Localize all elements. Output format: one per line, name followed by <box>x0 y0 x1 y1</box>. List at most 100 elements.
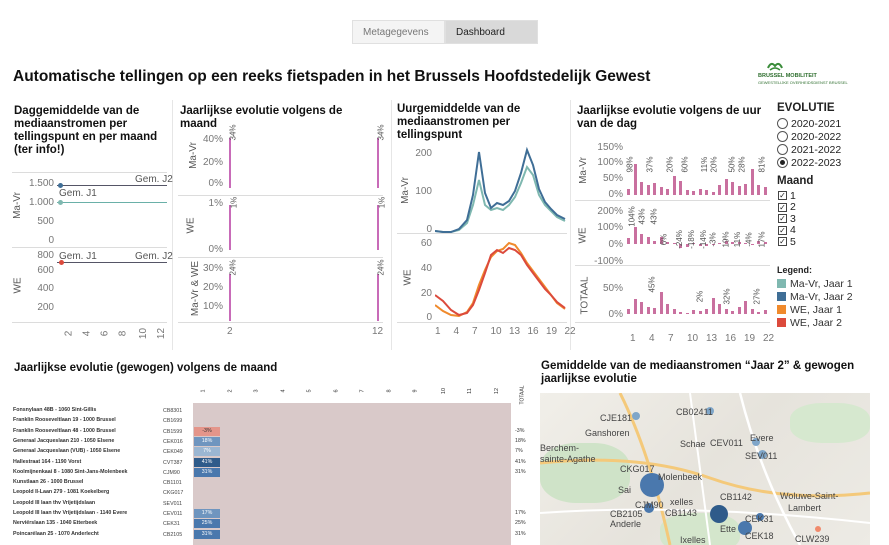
map-place-label: Ganshoren <box>585 428 630 438</box>
p4-tick: 100% <box>597 157 623 168</box>
p4-bar-totaal <box>705 309 708 314</box>
p4-label: -18% <box>686 230 696 249</box>
map-place-label: CKG017 <box>620 464 655 474</box>
p4-bar-totaal <box>653 308 656 314</box>
legend-item: WE, Jaar 1 <box>777 303 853 316</box>
table-total: 18% <box>515 437 526 444</box>
p4-xtick: 1 <box>630 333 636 344</box>
map-place-label: CEK18 <box>745 531 774 541</box>
evolutie-option[interactable]: 2020-2021 <box>777 117 841 130</box>
p4-bar-we <box>757 241 760 244</box>
p4-label: 27% <box>752 288 762 305</box>
map-point[interactable] <box>738 521 752 535</box>
p3-xtick: 4 <box>453 326 460 337</box>
p4-bar-totaal <box>731 311 734 314</box>
map-point[interactable] <box>756 513 764 521</box>
table-row-name: Franklin Rooseveltlaan 48 - 1000 Brussel <box>13 427 116 434</box>
p4-label: -3% <box>708 232 718 247</box>
p4-tick: 0% <box>608 309 623 320</box>
p3-xtick: 22 <box>564 326 576 337</box>
p4-bar-mavr <box>737 186 741 195</box>
map-point[interactable] <box>632 412 640 420</box>
tab-dashboard[interactable]: Dashboard <box>445 20 538 44</box>
map-place-label: Berchem- <box>540 443 580 453</box>
p2-tick: 20% <box>202 157 223 168</box>
table-row-code: CEK31 <box>163 521 180 528</box>
p4-bar-totaal <box>692 310 695 314</box>
legend-label: WE, Jaar 1 <box>790 303 842 316</box>
map-place-label: CB1142 <box>720 492 752 502</box>
p1-xtick: 4 <box>81 330 93 337</box>
month-header: 9 <box>412 389 419 393</box>
p3-tick: 200 <box>415 148 432 159</box>
map-point[interactable] <box>815 526 821 532</box>
table-row-name: Hallestraat 164 - 1190 Vorst <box>13 458 82 465</box>
p4-bar-totaal <box>672 309 676 314</box>
p4-tick: 100% <box>597 222 623 233</box>
panel1-row-mavr: Ma-Vr <box>11 192 23 219</box>
p4-bar-mavr <box>711 191 715 195</box>
p2-tick: 0% <box>208 244 223 255</box>
evolutie-option[interactable]: 2020-2022 <box>777 130 841 143</box>
maand-option[interactable]: ✓ 4 <box>778 224 796 236</box>
p4-bar-mavr <box>672 175 676 195</box>
table-total: -3% <box>515 427 525 434</box>
p4-label: -14% <box>698 230 708 249</box>
maand-option[interactable]: ✓ 5 <box>778 236 796 248</box>
p1-tick: 500 <box>37 216 54 227</box>
map[interactable]: CJE181 Ganshoren CB02411 Berchem-sainte-Aga… <box>540 393 870 545</box>
map-place-label: Sai <box>618 485 632 495</box>
table-row-code: CB1101 <box>163 480 182 487</box>
map-point[interactable] <box>752 438 760 446</box>
p4-bar-we <box>711 244 715 245</box>
table-row-code: CEK049 <box>163 449 183 456</box>
evolutie-option[interactable]: 2022-2023 <box>777 156 841 169</box>
p4-label: 43% <box>637 208 647 225</box>
p2-label: 24% <box>228 259 238 276</box>
table-row-name: Fonsnylaan 48B - 1060 Sint-Gillis <box>13 407 97 413</box>
p3-xtick: 16 <box>527 326 539 337</box>
logo-line2: GEWESTELIJKE OVERHEIDSDIENST BRUSSEL <box>758 80 848 85</box>
option-label: 3 <box>790 212 796 225</box>
p4-bar-we <box>750 244 754 245</box>
p2-label: 34% <box>376 124 386 141</box>
map-place-label: Woluwe-Saint- <box>780 491 839 501</box>
table-row-code: CB2105 <box>163 531 183 538</box>
table-row-code: SEV011 <box>163 500 183 507</box>
month-header: 8 <box>386 389 393 393</box>
map-point[interactable] <box>758 450 767 459</box>
p3-tick: 40 <box>420 263 432 274</box>
gem-j2-label: Gem. J2 <box>135 174 173 185</box>
p4-label: 32% <box>722 288 732 305</box>
p4-label: 20% <box>665 156 675 173</box>
legend-swatch <box>777 305 786 314</box>
p4-bar-we <box>692 243 695 245</box>
p4-bar-totaal <box>646 306 650 314</box>
table-total: 31% <box>515 468 526 475</box>
p4-xtick: 7 <box>668 333 674 344</box>
panel3-title: Uurgemiddelde van de mediaanstromen per … <box>397 103 521 141</box>
table-total: 25% <box>515 520 526 527</box>
table-row-name: Nerviërslaan 135 - 1040 Etterbeek <box>13 520 98 527</box>
map-point[interactable] <box>710 505 728 523</box>
tab-metagegevens[interactable]: Metagegevens <box>352 20 445 44</box>
panel1-row-we: WE <box>12 277 24 294</box>
p4-label: 2% <box>695 290 705 303</box>
map-place-label: Ette <box>720 524 737 534</box>
map-place-label: CB2105 <box>610 509 643 519</box>
maand-option[interactable]: ✓ 2 <box>778 201 796 213</box>
table-row-name: Franklin Rooseveltlaan 19 - 1000 Brussel <box>13 417 116 424</box>
table-row-code: CKG017 <box>163 490 184 497</box>
p1-xtick: 2 <box>63 330 75 337</box>
evolutie-option[interactable]: 2021-2022 <box>777 143 841 156</box>
p4-bar-mavr <box>750 169 754 195</box>
maand-option[interactable]: ✓ 1 <box>778 190 796 202</box>
p4-bar-totaal <box>659 291 663 314</box>
map-point[interactable] <box>640 473 664 497</box>
maand-option[interactable]: ✓ 3 <box>778 213 796 225</box>
map-point[interactable] <box>644 503 654 513</box>
p4-label: 28% <box>737 156 747 173</box>
p4-bar-we <box>718 242 721 244</box>
checkbox-checked-icon: ✓ <box>778 191 787 201</box>
map-point[interactable] <box>706 407 714 415</box>
